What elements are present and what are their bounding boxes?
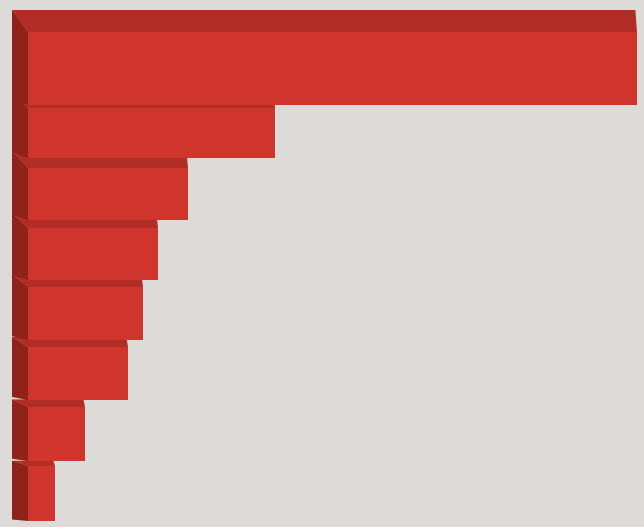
bar <box>28 228 158 280</box>
bar-group <box>12 10 637 105</box>
bar-side <box>12 274 28 340</box>
bar-side <box>12 88 28 158</box>
bar-group <box>12 399 85 461</box>
bar <box>28 466 55 521</box>
bar-group <box>12 213 158 280</box>
bar-top <box>12 460 55 466</box>
bar <box>28 347 128 400</box>
bar <box>28 287 143 340</box>
bar <box>28 407 85 461</box>
bar-group <box>12 337 128 400</box>
bar-side <box>12 337 28 400</box>
bar-top <box>12 399 85 407</box>
bar <box>28 108 275 158</box>
bar-top <box>12 10 637 32</box>
bar-side <box>12 213 28 280</box>
bar-side <box>12 150 28 220</box>
bar <box>28 32 637 105</box>
bar <box>28 168 188 220</box>
bar-group <box>12 460 55 521</box>
bar-side <box>12 460 28 521</box>
bar-group <box>12 274 143 340</box>
bar-side <box>12 399 28 461</box>
bar-side <box>12 10 28 105</box>
bar-group <box>12 150 188 220</box>
